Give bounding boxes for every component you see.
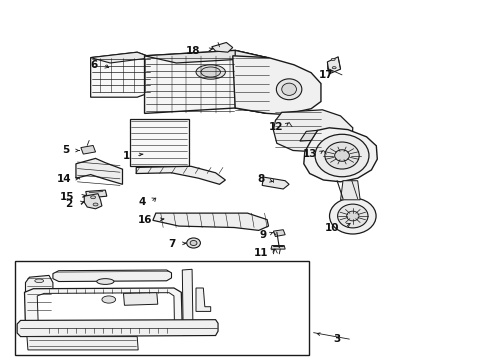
Text: 7: 7: [168, 239, 175, 249]
Text: 14: 14: [56, 174, 71, 184]
Polygon shape: [91, 52, 152, 97]
Text: 18: 18: [185, 46, 200, 56]
Polygon shape: [300, 130, 318, 141]
Text: 15: 15: [60, 192, 74, 202]
Ellipse shape: [338, 204, 368, 228]
Polygon shape: [262, 177, 289, 189]
Text: 11: 11: [254, 248, 269, 258]
Polygon shape: [273, 110, 353, 152]
Polygon shape: [91, 52, 152, 63]
Polygon shape: [153, 213, 269, 230]
Polygon shape: [182, 269, 193, 336]
Ellipse shape: [93, 203, 98, 206]
Ellipse shape: [190, 240, 197, 246]
Text: 17: 17: [318, 70, 333, 80]
Polygon shape: [27, 337, 138, 350]
Polygon shape: [233, 56, 321, 114]
Polygon shape: [145, 50, 267, 113]
Ellipse shape: [35, 305, 44, 309]
Ellipse shape: [329, 198, 376, 234]
Polygon shape: [53, 270, 172, 282]
Polygon shape: [341, 181, 360, 200]
Ellipse shape: [35, 279, 44, 283]
Ellipse shape: [331, 58, 335, 60]
Polygon shape: [273, 230, 285, 237]
Text: 9: 9: [260, 230, 267, 240]
Polygon shape: [212, 42, 233, 52]
Ellipse shape: [315, 134, 369, 177]
Bar: [15, 261, 309, 355]
Polygon shape: [136, 166, 225, 184]
Text: 6: 6: [91, 60, 98, 70]
Text: 10: 10: [324, 222, 339, 233]
Text: 16: 16: [137, 215, 152, 225]
Text: 5: 5: [62, 145, 70, 156]
Polygon shape: [81, 145, 96, 154]
Polygon shape: [140, 148, 149, 157]
Ellipse shape: [325, 142, 359, 169]
Ellipse shape: [196, 65, 225, 79]
Polygon shape: [84, 194, 102, 209]
Ellipse shape: [201, 67, 220, 77]
Text: 13: 13: [303, 149, 318, 159]
Polygon shape: [25, 275, 53, 312]
Polygon shape: [145, 50, 267, 63]
Text: 1: 1: [122, 150, 130, 161]
Ellipse shape: [102, 296, 116, 303]
Text: 12: 12: [269, 122, 283, 132]
Text: 2: 2: [65, 199, 73, 210]
Polygon shape: [37, 293, 174, 328]
Polygon shape: [196, 288, 211, 311]
Polygon shape: [271, 246, 285, 249]
Ellipse shape: [187, 238, 200, 248]
Polygon shape: [235, 50, 267, 113]
Ellipse shape: [276, 79, 302, 100]
Polygon shape: [304, 128, 377, 182]
Text: 3: 3: [333, 334, 341, 344]
Polygon shape: [17, 320, 218, 337]
Polygon shape: [86, 190, 107, 198]
Ellipse shape: [335, 150, 349, 161]
Ellipse shape: [332, 67, 336, 69]
Polygon shape: [130, 119, 189, 166]
Ellipse shape: [346, 211, 359, 221]
Ellipse shape: [91, 196, 96, 199]
Polygon shape: [24, 288, 182, 333]
Text: 4: 4: [139, 197, 146, 207]
Polygon shape: [327, 57, 341, 74]
Ellipse shape: [97, 279, 114, 284]
Text: 8: 8: [257, 174, 265, 184]
Ellipse shape: [282, 83, 296, 95]
Polygon shape: [123, 293, 158, 305]
Polygon shape: [76, 158, 122, 184]
